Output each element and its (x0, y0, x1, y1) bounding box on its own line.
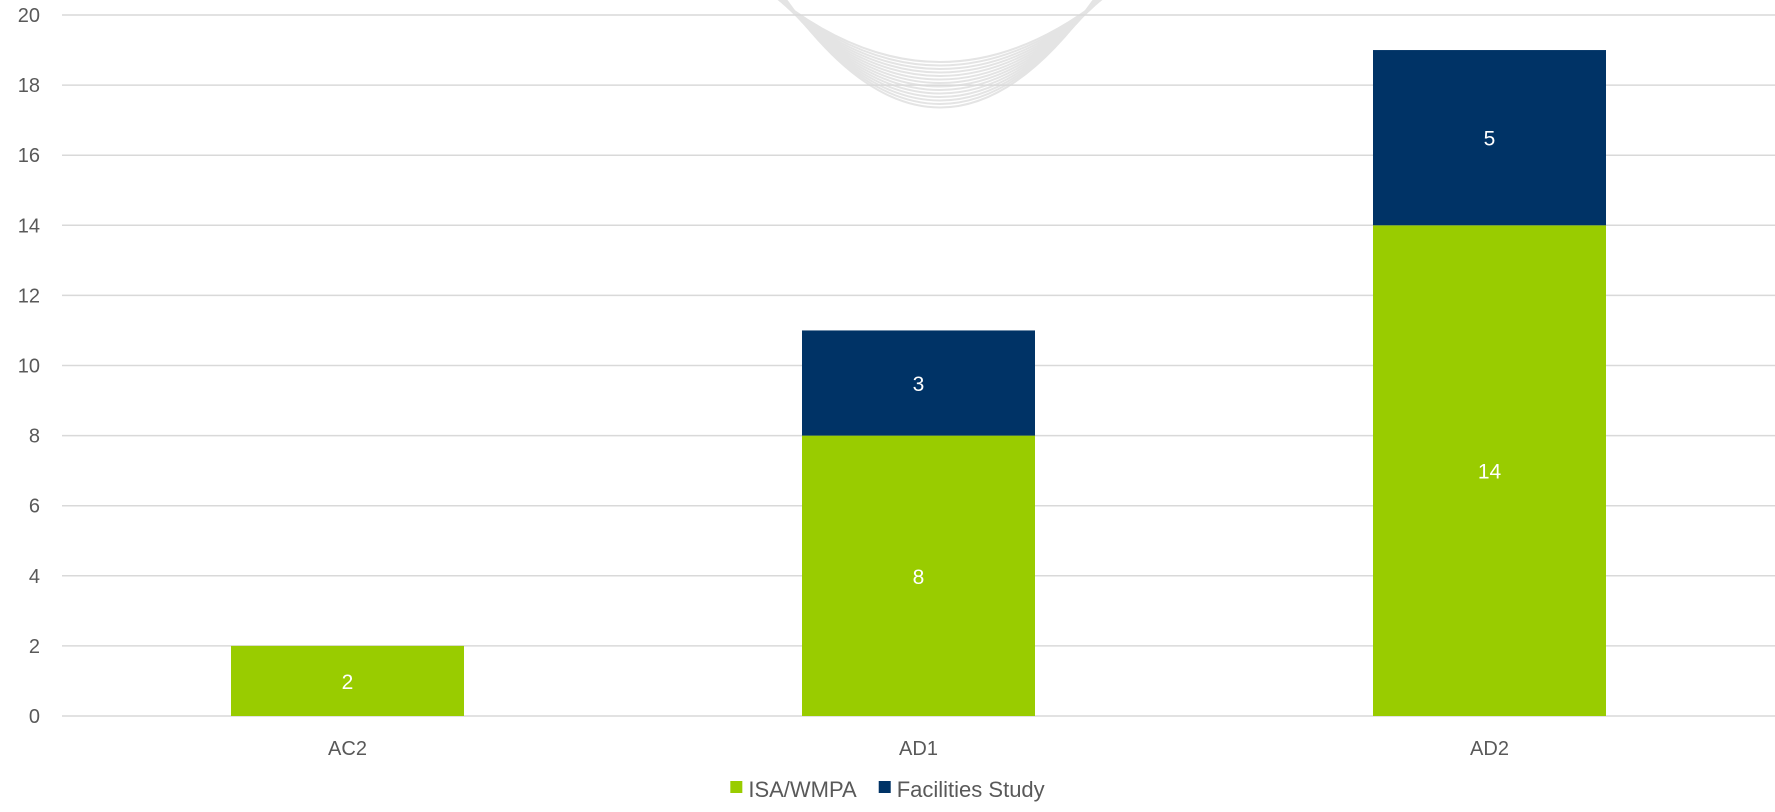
data-label: 2 (342, 671, 354, 694)
y-tick-label: 14 (18, 215, 40, 237)
x-tick-label: AD1 (899, 738, 938, 760)
data-label: 3 (913, 373, 925, 396)
legend-label: ISA/WMPA (748, 777, 857, 802)
data-labels: 2 8 3 14 5 (342, 128, 1502, 694)
legend-swatch (730, 781, 743, 793)
bar-segment-ad2-facilities-study (1373, 50, 1606, 226)
watermark-arc (777, 0, 1103, 70)
legend: ISA/WMPA Facilities Study (730, 777, 1045, 802)
x-tick-label: AD2 (1470, 738, 1509, 760)
y-tick-label: 10 (18, 356, 40, 378)
y-axis: 0 2 4 6 8 10 12 14 16 18 20 (18, 5, 40, 728)
watermark-arc (778, 0, 1102, 81)
y-tick-label: 16 (18, 145, 40, 167)
x-tick-label: AC2 (328, 738, 367, 760)
y-tick-label: 18 (18, 75, 40, 97)
data-label: 14 (1478, 461, 1502, 484)
bar-segment-ad1-isa-wmpa (802, 435, 1035, 716)
bar-segment-ac2-isa-wmpa (231, 645, 464, 716)
y-tick-label: 8 (29, 426, 40, 448)
watermark-arc (777, 0, 1103, 67)
legend-swatch (878, 781, 891, 793)
data-label: 8 (913, 566, 925, 589)
bar-segment-ad1-facilities-study (802, 330, 1035, 436)
y-tick-label: 2 (29, 636, 40, 658)
watermark-arcs (777, 0, 1103, 109)
legend-label: Facilities Study (897, 777, 1045, 802)
y-tick-label: 6 (29, 496, 40, 518)
watermark-arc (785, 0, 1095, 109)
bar-segments (231, 50, 1606, 717)
y-tick-label: 20 (18, 5, 40, 27)
watermark-arc (779, 0, 1101, 84)
x-axis: AC2 AD1 AD2 (328, 738, 1509, 760)
y-tick-label: 12 (18, 285, 40, 307)
watermark-arc (779, 0, 1101, 88)
y-tick-label: 0 (29, 706, 40, 728)
data-label: 5 (1484, 128, 1496, 151)
y-tick-label: 4 (29, 566, 40, 588)
watermark-arc (778, 0, 1102, 63)
bar-segment-ad2-isa-wmpa (1373, 225, 1606, 717)
